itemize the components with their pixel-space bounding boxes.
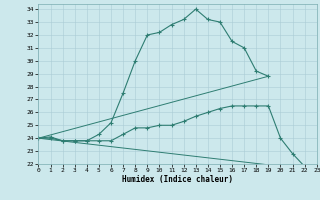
- X-axis label: Humidex (Indice chaleur): Humidex (Indice chaleur): [122, 175, 233, 184]
